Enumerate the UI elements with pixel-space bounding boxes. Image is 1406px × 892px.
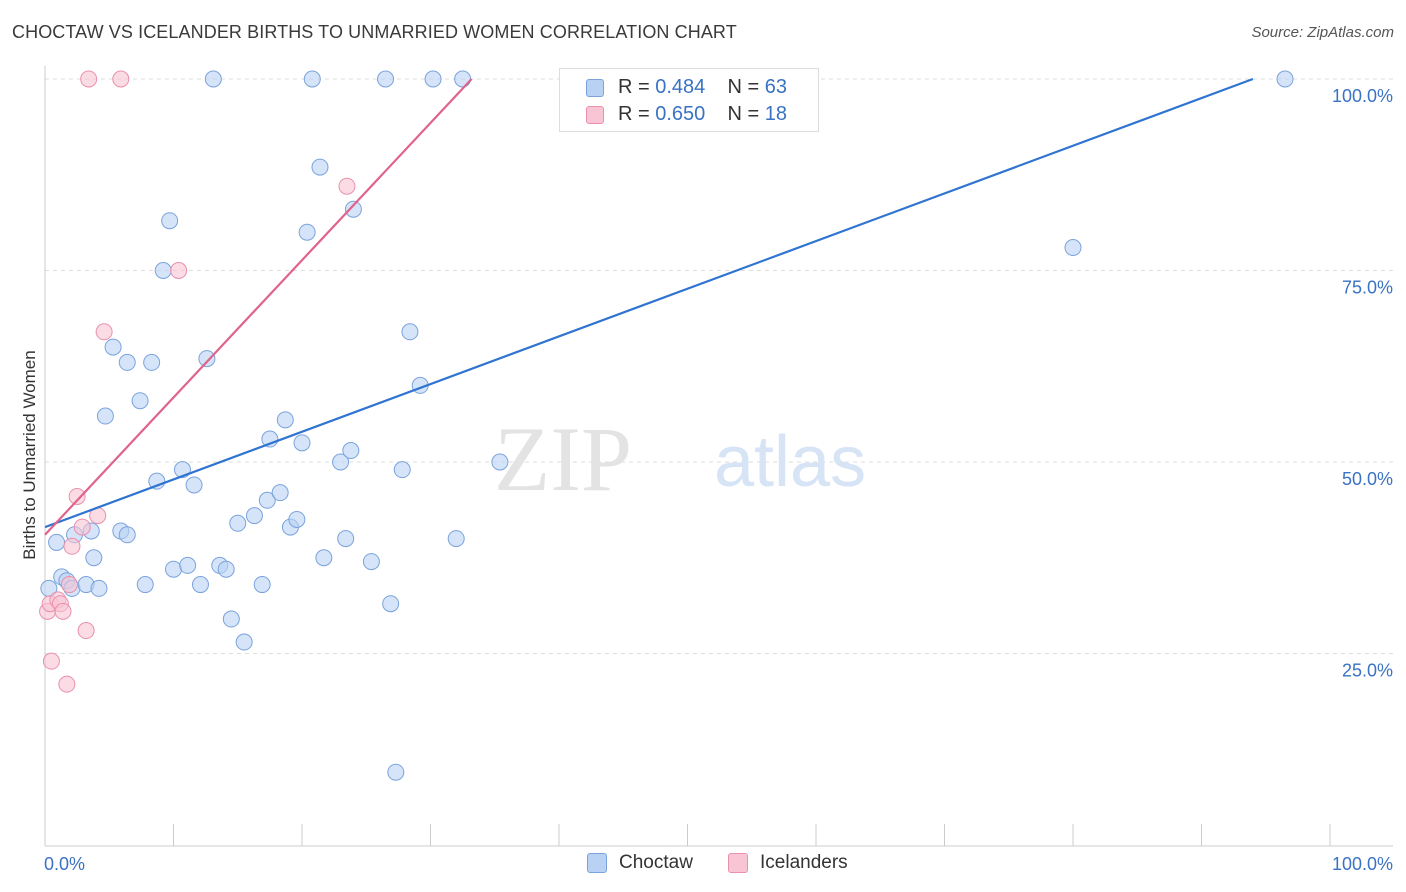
icelanders-point-15: [112, 70, 130, 88]
trend-layer: [44, 77, 1254, 536]
choctaw-point-21: [165, 560, 182, 578]
choctaw-point-15: [131, 392, 149, 410]
choctaw-point-32: [235, 633, 253, 651]
legend-text-icelanders: R = 0.650 N = 18: [618, 103, 788, 125]
choctaw-point-17: [143, 353, 161, 371]
icelanders-point-9: [68, 487, 86, 505]
choctaw-point-55: [401, 323, 419, 341]
y-tick-label-75: 75.0%: [1342, 278, 1393, 298]
x-tick-label-0: 0.0%: [44, 854, 85, 874]
choctaw-point-42: [298, 223, 316, 241]
icelanders-point-11: [77, 622, 95, 640]
legend-text-choctaw: R = 0.484 N = 63: [618, 76, 788, 98]
icelanders-point-17: [338, 177, 356, 195]
choctaw-point-35: [258, 491, 276, 509]
choctaw-point-10: [96, 407, 114, 425]
choctaw-point-51: [377, 70, 395, 88]
tick-label-layer: 25.0% 50.0% 75.0% 100.0% 0.0% 100.0%: [44, 86, 1393, 874]
choctaw-point-27: [204, 70, 222, 88]
choctaw-point-48: [342, 442, 360, 460]
icelanders-point-5: [54, 602, 72, 620]
choctaw-point-58: [447, 530, 465, 548]
y-tick-label-25: 25.0%: [1342, 661, 1393, 681]
icelanders-point-13: [95, 323, 113, 341]
choctaw-point-9: [90, 579, 108, 597]
choctaw-point-47: [337, 530, 355, 548]
choctaw-point-8: [85, 549, 103, 567]
y-tick-label-100: 100.0%: [1332, 86, 1393, 106]
icelanders-trend-line: [44, 78, 473, 536]
choctaw-point-24: [185, 476, 203, 494]
icelanders-point-8: [63, 537, 81, 555]
choctaw-point-34: [253, 576, 271, 594]
legend-swatch-choctaw: [586, 79, 604, 97]
icelanders-point-16: [170, 262, 188, 279]
icelanders-point-2: [42, 652, 60, 670]
y-axis-label: Births to Unmarried Women: [20, 350, 39, 560]
choctaw-point-50: [362, 553, 380, 571]
series-legend-icelanders[interactable]: Icelanders: [728, 852, 868, 876]
icelanders-point-7: [60, 576, 78, 594]
choctaw-point-41: [293, 434, 311, 452]
chart-title: CHOCTAW VS ICELANDER BIRTHS TO UNMARRIED…: [12, 22, 737, 42]
choctaw-point-37: [271, 484, 289, 502]
choctaw-point-1: [48, 533, 66, 551]
choctaw-point-62: [1276, 70, 1294, 88]
choctaw-point-25: [191, 576, 209, 594]
series-swatch-icelanders: [728, 853, 748, 873]
choctaw-point-11: [104, 338, 122, 356]
choctaw-point-40: [288, 510, 306, 528]
legend-swatch-icelanders: [586, 106, 604, 124]
x-tick-label-100: 100.0%: [1332, 854, 1393, 874]
choctaw-point-31: [229, 514, 247, 532]
points-layer: [39, 70, 1294, 781]
choctaw-point-59: [454, 70, 472, 88]
choctaw-point-49: [344, 200, 362, 218]
choctaw-trend-line: [44, 77, 1254, 529]
choctaw-point-26: [198, 350, 216, 368]
choctaw-point-52: [382, 595, 400, 613]
correlation-legend: R = 0.484 N = 63 R = 0.650 N = 18: [559, 68, 819, 132]
source-label: Source: ZipAtlas.com: [1251, 24, 1394, 41]
choctaw-point-19: [154, 262, 172, 279]
choctaw-point-45: [315, 549, 333, 567]
choctaw-point-38: [276, 411, 294, 429]
choctaw-point-53: [387, 763, 405, 781]
y-tick-label-50: 50.0%: [1342, 469, 1393, 489]
watermark-atlas: atlas: [714, 422, 866, 502]
icelanders-point-14: [80, 70, 98, 88]
watermark: ZIP atlas: [494, 408, 866, 510]
watermark-zip: ZIP: [494, 408, 632, 510]
choctaw-point-16: [136, 576, 154, 594]
choctaw-point-61: [1064, 239, 1082, 257]
series-swatch-choctaw: [587, 853, 607, 873]
choctaw-point-23: [179, 556, 197, 574]
series-label-choctaw: Choctaw: [619, 852, 693, 873]
choctaw-point-33: [245, 507, 263, 525]
icelanders-point-10: [73, 518, 91, 536]
series-label-icelanders: Icelanders: [760, 852, 848, 873]
choctaw-point-20: [161, 212, 179, 230]
choctaw-point-44: [311, 158, 329, 176]
choctaw-point-46: [332, 453, 350, 471]
choctaw-point-54: [393, 461, 411, 479]
choctaw-point-13: [118, 526, 136, 544]
choctaw-point-29: [217, 560, 235, 578]
series-legend-choctaw[interactable]: Choctaw: [587, 852, 707, 876]
axis-layer: [44, 66, 1393, 847]
grid-layer: [45, 78, 1393, 654]
choctaw-point-60: [491, 453, 509, 471]
choctaw-point-14: [118, 353, 136, 371]
choctaw-point-57: [424, 70, 442, 88]
choctaw-point-43: [303, 70, 321, 88]
icelanders-point-6: [58, 675, 76, 693]
choctaw-point-30: [222, 610, 240, 628]
